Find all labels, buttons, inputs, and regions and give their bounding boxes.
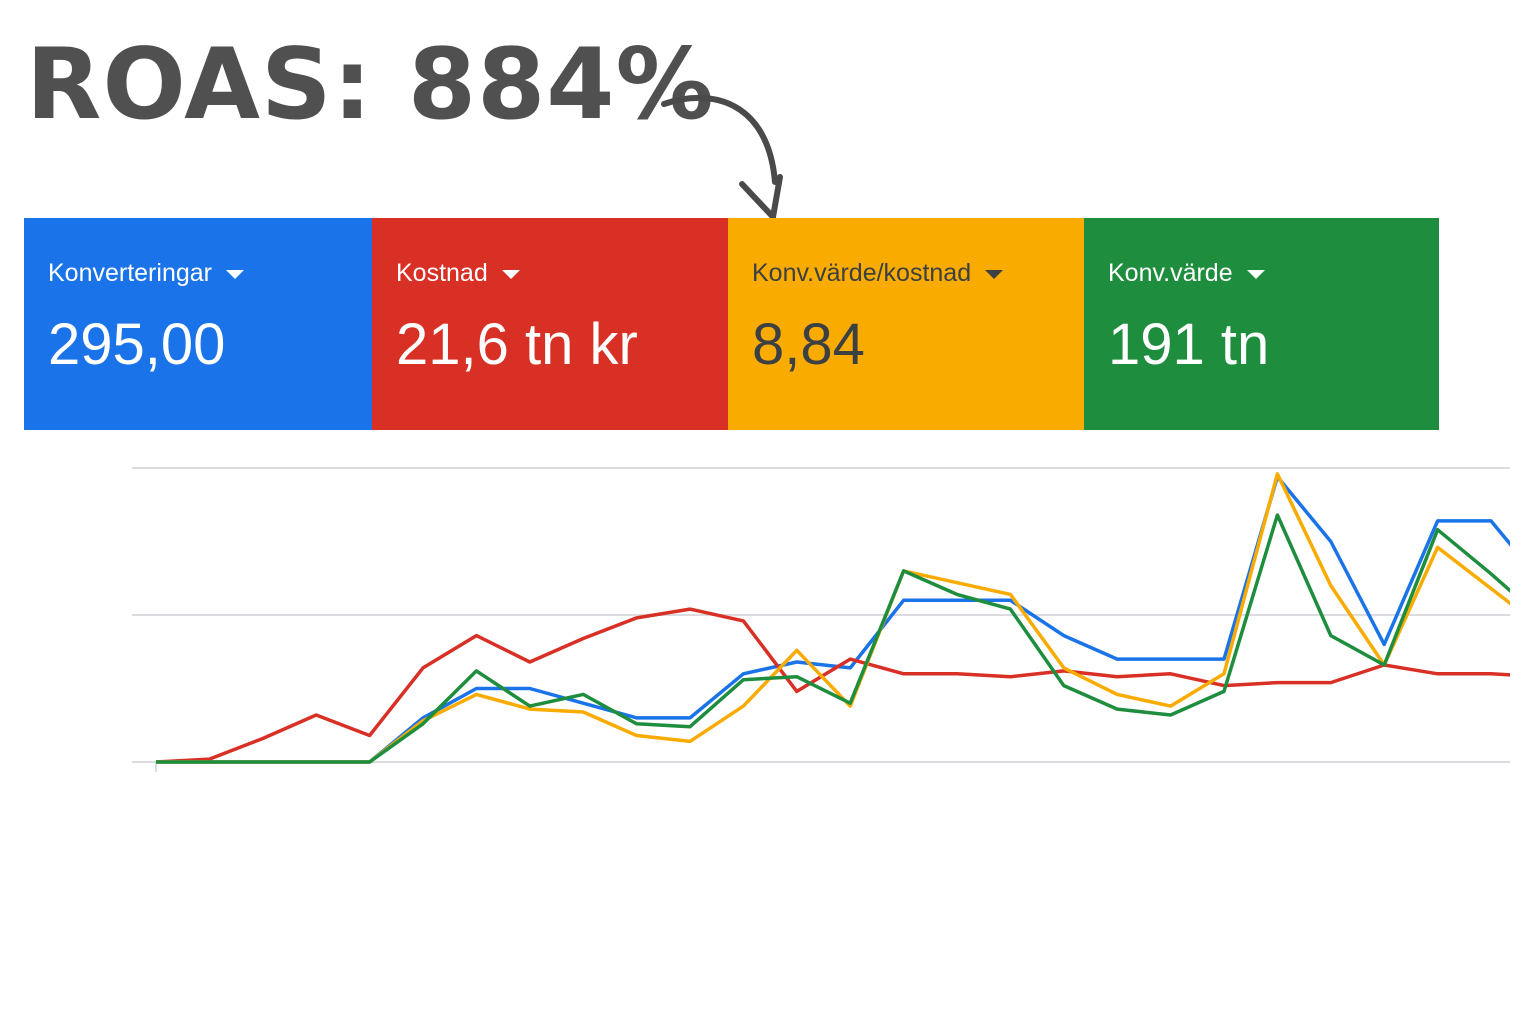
chart-series-line-1: [155, 607, 1510, 764]
metric-card-konv-varde-kostnad[interactable]: Konv.värde/kostnad 8,84: [728, 218, 1084, 430]
metric-card-kostnad[interactable]: Kostnad 21,6 tn kr: [372, 218, 728, 430]
metric-value: 191 tn: [1108, 312, 1270, 377]
metric-cards: Konverteringar 295,00 Kostnad 21,6 tn kr…: [24, 218, 1439, 430]
metric-label: Konv.värde: [1108, 259, 1233, 287]
metric-label: Kostnad: [396, 259, 488, 287]
roas-headline: ROAS: 884%: [26, 28, 715, 142]
performance-line-chart: [132, 467, 1510, 772]
dropdown-caret-icon[interactable]: [501, 269, 520, 279]
metric-value: 21,6 tn kr: [396, 312, 638, 377]
metric-label-row[interactable]: Konv.värde/kostnad: [752, 258, 1084, 288]
chart-series-line-3: [156, 513, 1510, 764]
metric-label-row[interactable]: Kostnad: [396, 258, 728, 288]
chart-series-line-0: [156, 475, 1510, 764]
dropdown-caret-icon[interactable]: [1246, 269, 1265, 279]
dropdown-caret-icon[interactable]: [225, 269, 244, 279]
metric-label-row[interactable]: Konverteringar: [48, 258, 372, 288]
dropdown-caret-icon[interactable]: [985, 269, 1004, 279]
metric-card-konv-varde[interactable]: Konv.värde 191 tn: [1084, 218, 1439, 430]
metric-label: Konv.värde/kostnad: [752, 259, 972, 287]
metric-value: 8,84: [752, 312, 865, 377]
chart-series-line-2: [156, 472, 1510, 764]
metric-label-row[interactable]: Konv.värde: [1108, 258, 1439, 288]
curved-arrow-down-icon: [661, 94, 783, 220]
metric-label: Konverteringar: [48, 259, 212, 287]
metric-card-konverteringar[interactable]: Konverteringar 295,00: [24, 218, 372, 430]
metric-value: 295,00: [48, 312, 226, 377]
